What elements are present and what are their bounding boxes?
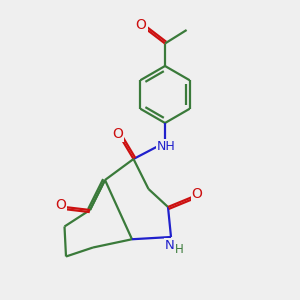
Text: NH: NH <box>157 140 176 153</box>
Text: O: O <box>192 187 203 201</box>
Text: O: O <box>136 18 146 32</box>
Text: N: N <box>165 239 174 252</box>
Text: O: O <box>112 127 123 141</box>
Text: H: H <box>175 243 184 256</box>
Text: O: O <box>56 198 66 212</box>
